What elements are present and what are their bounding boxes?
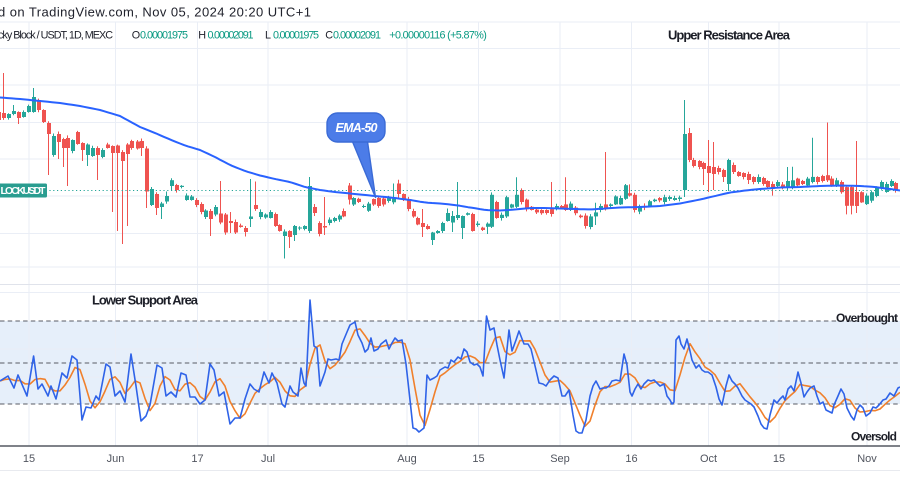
svg-text:15: 15 <box>773 453 785 465</box>
svg-text:0.00002091: 0.00002091 <box>333 30 381 42</box>
svg-text:Jun: Jun <box>107 453 125 465</box>
svg-text:Aug: Aug <box>397 453 417 465</box>
svg-text:O: O <box>132 30 140 42</box>
svg-text:+0.00000116 (+5.87%): +0.00000116 (+5.87%) <box>389 30 487 42</box>
svg-text:L: L <box>265 30 271 42</box>
svg-text:Sep: Sep <box>550 453 570 465</box>
svg-text:16: 16 <box>625 453 637 465</box>
svg-text:Oct: Oct <box>700 453 717 465</box>
svg-text:Lower Support Area: Lower Support Area <box>92 293 199 308</box>
svg-text:d on TradingView.com, Nov 05,: d on TradingView.com, Nov 05, 2024 20:20… <box>0 5 311 20</box>
svg-text:Oversold: Oversold <box>851 430 897 444</box>
svg-text:0.00001975: 0.00001975 <box>273 30 319 42</box>
svg-text:LOCKUSDT: LOCKUSDT <box>1 186 47 197</box>
svg-text:H: H <box>198 30 206 42</box>
svg-text:0.00001975: 0.00001975 <box>140 30 188 42</box>
svg-text:15: 15 <box>23 453 35 465</box>
svg-text:17: 17 <box>191 453 203 465</box>
svg-text:Upper Resistance Area: Upper Resistance Area <box>668 28 791 43</box>
svg-text:15: 15 <box>472 453 484 465</box>
svg-text:Jul: Jul <box>261 453 275 465</box>
svg-text:Nov: Nov <box>857 453 877 465</box>
svg-text:0.00002091: 0.00002091 <box>208 30 254 42</box>
svg-text:Overbought: Overbought <box>836 311 898 325</box>
svg-text:EMA-50: EMA-50 <box>336 121 378 135</box>
svg-text:C: C <box>325 30 333 42</box>
svg-text:cky Block / USDT, 1D, MEXC: cky Block / USDT, 1D, MEXC <box>0 30 113 42</box>
